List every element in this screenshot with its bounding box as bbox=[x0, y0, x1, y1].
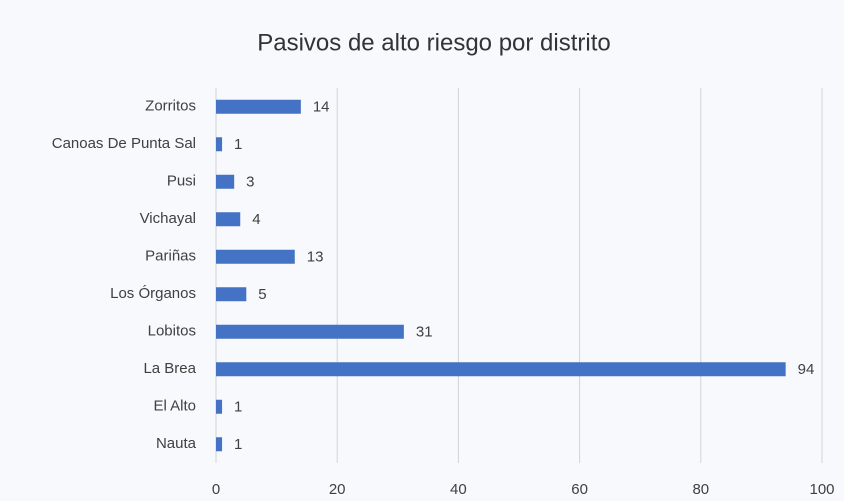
data-label: 94 bbox=[798, 361, 815, 378]
data-label: 4 bbox=[252, 211, 260, 228]
x-tick-label: 40 bbox=[450, 481, 467, 498]
data-label: 1 bbox=[234, 399, 242, 416]
y-tick-label: Zorritos bbox=[145, 98, 196, 115]
y-tick-label: La Brea bbox=[143, 360, 196, 377]
data-label: 3 bbox=[246, 174, 254, 191]
y-tick-label: Los Órganos bbox=[110, 285, 196, 302]
y-tick-label: Vichayal bbox=[140, 210, 196, 227]
bar bbox=[216, 137, 223, 152]
y-tick-label: El Alto bbox=[153, 398, 196, 415]
y-tick-label: Pusi bbox=[167, 173, 196, 190]
y-tick-label: Canoas De Punta Sal bbox=[52, 135, 196, 152]
x-tick-label: 80 bbox=[692, 481, 709, 498]
bar bbox=[216, 174, 235, 189]
data-label: 31 bbox=[416, 324, 433, 341]
x-tick-label: 100 bbox=[809, 481, 834, 498]
data-label: 14 bbox=[313, 99, 330, 116]
x-tick-label: 20 bbox=[329, 481, 346, 498]
bar bbox=[216, 249, 295, 264]
y-tick-label: Nauta bbox=[156, 435, 197, 452]
chart-title: Pasivos de alto riesgo por distrito bbox=[257, 29, 611, 56]
y-tick-label: Lobitos bbox=[148, 323, 196, 340]
bar bbox=[216, 399, 223, 414]
bar bbox=[216, 437, 223, 452]
data-label: 5 bbox=[258, 286, 266, 303]
x-tick-label: 0 bbox=[212, 481, 220, 498]
data-label: 13 bbox=[307, 249, 324, 266]
bar bbox=[216, 324, 404, 339]
bar bbox=[216, 287, 247, 302]
bar bbox=[216, 212, 241, 227]
bar bbox=[216, 362, 786, 377]
y-tick-label: Pariñas bbox=[145, 248, 196, 265]
data-label: 1 bbox=[234, 136, 242, 153]
x-tick-label: 60 bbox=[571, 481, 588, 498]
data-label: 1 bbox=[234, 436, 242, 453]
bar bbox=[216, 99, 301, 114]
